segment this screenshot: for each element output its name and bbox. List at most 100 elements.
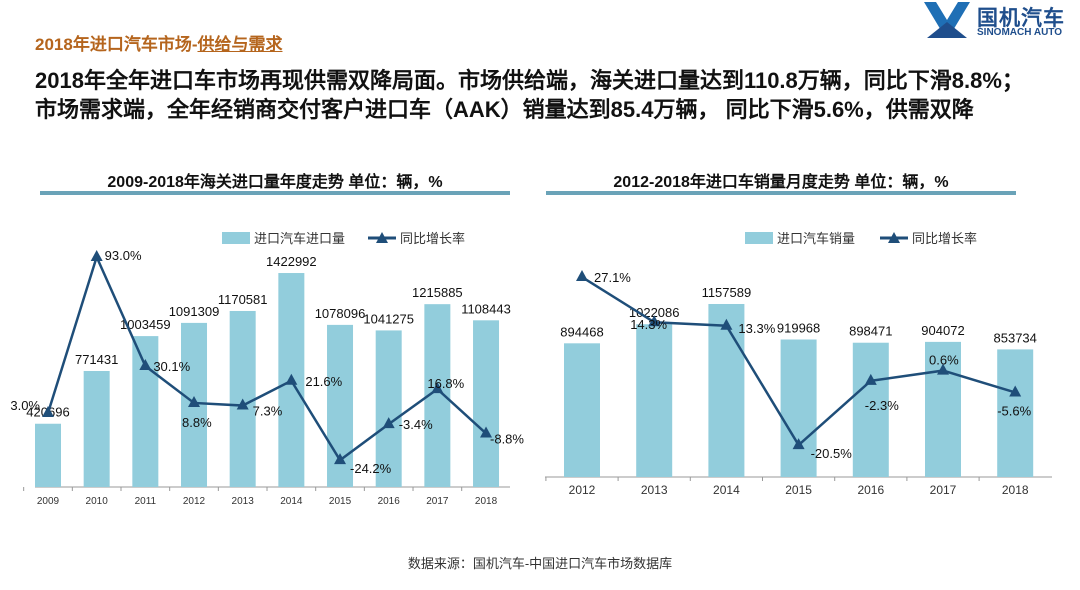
left-bar-value-label: 1422992 bbox=[266, 254, 317, 269]
right-x-tick-label: 2017 bbox=[930, 483, 957, 497]
left-bar bbox=[35, 423, 61, 487]
left-growth-label: 7.3% bbox=[253, 404, 283, 419]
title-prefix: 2018年进口汽车市场- bbox=[35, 35, 198, 54]
left-line-marker-triangle bbox=[139, 359, 152, 371]
right-line-marker-triangle bbox=[937, 363, 949, 375]
left-growth-label: 21.6% bbox=[305, 374, 342, 389]
right-bar bbox=[780, 339, 817, 477]
left-line-marker-triangle bbox=[285, 373, 298, 385]
right-legend-triangle-icon bbox=[888, 232, 900, 243]
left-line-marker-triangle bbox=[480, 426, 493, 438]
left-line-marker-triangle bbox=[90, 250, 103, 262]
right-bar bbox=[564, 343, 600, 477]
right-bar-value-label: 1157589 bbox=[702, 285, 752, 300]
right-bar bbox=[997, 349, 1034, 477]
right-legend-line-label: 同比增长率 bbox=[912, 231, 977, 246]
right-bar bbox=[636, 324, 673, 477]
left-growth-label: -24.2% bbox=[350, 461, 392, 476]
right-bar bbox=[708, 303, 745, 477]
left-x-tick-label: 2016 bbox=[378, 496, 401, 507]
left-x-tick-label: 2014 bbox=[280, 496, 303, 507]
left-bar-value-label: 771431 bbox=[75, 352, 118, 367]
right-growth-label: 0.6% bbox=[929, 353, 959, 368]
right-legend-bar-label: 进口汽车销量 bbox=[777, 231, 855, 246]
right-growth-label: -2.3% bbox=[865, 398, 899, 413]
right-growth-label: -20.5% bbox=[811, 446, 853, 461]
right-bar-value-label: 1022086 bbox=[629, 305, 680, 320]
right-x-tick-label: 2018 bbox=[1002, 483, 1029, 497]
left-bar-value-label: 1108443 bbox=[461, 301, 511, 316]
left-bar bbox=[473, 320, 500, 487]
left-title-underline bbox=[40, 191, 510, 195]
left-line-marker-triangle bbox=[236, 398, 249, 410]
left-x-tick-label: 2011 bbox=[135, 496, 157, 507]
right-bar-value-label: 898471 bbox=[849, 324, 892, 339]
right-title-underline bbox=[546, 191, 1016, 195]
left-growth-label: 8.8% bbox=[182, 415, 212, 430]
left-bar-value-label: 1170581 bbox=[218, 292, 268, 307]
left-legend-bar-swatch bbox=[222, 232, 250, 244]
left-line-marker-triangle bbox=[188, 395, 201, 407]
right-growth-label: 14.3% bbox=[630, 317, 667, 332]
left-bar-value-label: 1215885 bbox=[412, 285, 463, 300]
left-bar-value-label: 1091309 bbox=[169, 304, 220, 319]
left-line-marker-triangle bbox=[42, 406, 54, 418]
right-bar-value-label: 894468 bbox=[560, 324, 603, 339]
left-legend-bar-label: 进口汽车进口量 bbox=[254, 231, 345, 246]
logo-text-cn: 国机汽车 bbox=[977, 7, 1065, 30]
left-growth-label: -8.8% bbox=[490, 431, 524, 446]
left-chart-title: 2009-2018年海关进口量年度走势 单位：辆，% bbox=[107, 174, 443, 191]
left-line-marker-triangle bbox=[431, 382, 444, 394]
right-growth-label: -5.6% bbox=[997, 403, 1031, 418]
left-x-tick-label: 2012 bbox=[183, 496, 206, 507]
headline: 2018年全年进口车市场再现供需双降局面。市场供给端，海关进口量达到110.8万… bbox=[35, 68, 1024, 122]
left-bar-value-label: 1041275 bbox=[363, 311, 414, 326]
right-x-tick-label: 2014 bbox=[713, 483, 740, 497]
left-x-tick-label: 2015 bbox=[329, 496, 352, 507]
right-x-tick-label: 2012 bbox=[569, 483, 596, 497]
left-line-marker-triangle bbox=[334, 453, 347, 465]
right-chart-title: 2012-2018年进口车销量月度走势 单位：辆，% bbox=[613, 174, 949, 191]
title-suffix: 供给与需求 bbox=[197, 35, 283, 54]
left-growth-label: 30.1% bbox=[153, 359, 190, 374]
logo-mountain-icon bbox=[924, 2, 970, 38]
right-line-marker-triangle bbox=[864, 373, 877, 385]
left-bar bbox=[83, 370, 110, 487]
right-x-tick-label: 2016 bbox=[857, 483, 884, 497]
left-legend-triangle-icon bbox=[376, 232, 388, 243]
left-bar-value-label: 1003459 bbox=[120, 317, 171, 332]
left-growth-label: 3.0% bbox=[10, 398, 40, 413]
left-bar-value-label: 1078096 bbox=[315, 306, 366, 321]
logo-text-en: SINOMACH AUTO bbox=[977, 27, 1062, 38]
right-growth-label: 13.3% bbox=[738, 321, 775, 336]
left-growth-label: 16.8% bbox=[427, 376, 464, 391]
right-line-marker-triangle bbox=[1009, 385, 1022, 397]
left-x-tick-label: 2009 bbox=[37, 496, 60, 507]
right-bar bbox=[852, 342, 889, 477]
right-x-tick-label: 2013 bbox=[641, 483, 668, 497]
left-legend-line-label: 同比增长率 bbox=[400, 231, 465, 246]
left-x-tick-label: 2010 bbox=[86, 496, 109, 507]
right-bar-value-label: 853734 bbox=[994, 330, 1037, 345]
right-x-tick-label: 2015 bbox=[785, 483, 812, 497]
logo: 国机汽车 SINOMACH AUTO bbox=[922, 2, 1077, 42]
left-growth-line bbox=[46, 253, 487, 462]
right-line-marker-triangle bbox=[576, 270, 588, 282]
right-line-marker-triangle bbox=[720, 318, 733, 330]
right-bar-value-label: 904072 bbox=[921, 323, 964, 338]
left-line-marker-triangle bbox=[382, 417, 395, 429]
right-legend-bar-swatch bbox=[745, 232, 773, 244]
right-growth-label: 27.1% bbox=[594, 270, 631, 285]
right-line-marker-triangle bbox=[648, 315, 661, 327]
left-x-tick-label: 2017 bbox=[426, 496, 449, 507]
left-bar bbox=[375, 330, 402, 487]
data-source: 数据来源：国机汽车-中国进口汽车市场数据库 bbox=[407, 556, 673, 571]
left-x-tick-label: 2018 bbox=[475, 496, 498, 507]
right-bar-value-label: 919968 bbox=[777, 321, 820, 336]
right-line-marker-triangle bbox=[792, 438, 805, 450]
page-title: 2018年进口汽车市场-供给与需求 bbox=[35, 30, 282, 55]
left-growth-label: 93.0% bbox=[105, 248, 142, 263]
left-growth-label: -3.4% bbox=[399, 417, 433, 432]
left-x-tick-label: 2013 bbox=[232, 496, 255, 507]
